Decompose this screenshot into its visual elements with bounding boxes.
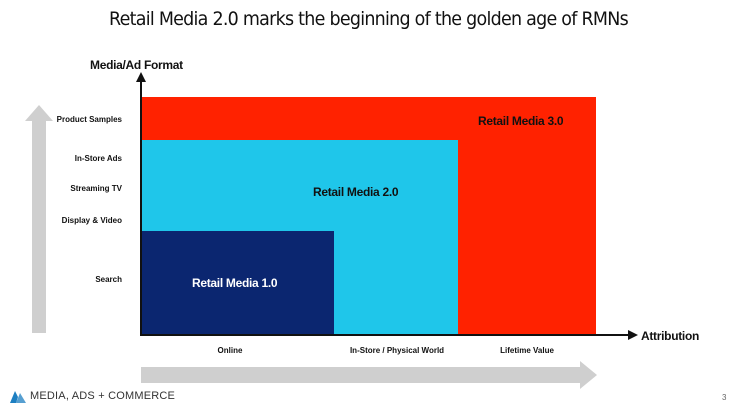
y-tick-product-samples: Product Samples <box>56 115 122 124</box>
tier-rect-retail-media-1 <box>141 231 334 334</box>
y-tick-search: Search <box>95 275 122 284</box>
y-axis-arrowhead <box>136 72 146 82</box>
brand-mark-icon <box>10 391 26 403</box>
x-tick-online: Online <box>217 346 243 355</box>
y-axis-label: Media/Ad Format <box>90 58 183 72</box>
brand-name: MEDIA, ADS + COMMERCE <box>30 390 176 402</box>
x-axis-arrowhead <box>628 330 638 340</box>
y-tick-display-video: Display & Video <box>61 216 122 225</box>
x-tick-lifetime-value: Lifetime Value <box>500 346 554 355</box>
page-number: 3 <box>722 393 727 402</box>
y-tick-streaming-tv: Streaming TV <box>70 184 122 193</box>
slide-title: Retail Media 2.0 marks the beginning of … <box>109 8 629 30</box>
x-tick-in-store-physical: In-Store / Physical World <box>349 346 445 355</box>
y-tick-in-store-ads: In-Store Ads <box>74 154 122 163</box>
y-axis-line <box>140 80 142 336</box>
tier-label-retail-media-1: Retail Media 1.0 <box>192 276 278 290</box>
x-axis-label: Attribution <box>641 329 700 343</box>
tier-label-retail-media-3: Retail Media 3.0 <box>478 114 564 128</box>
brand-logo: MEDIA, ADS + COMMERCE <box>10 389 175 403</box>
tier-label-retail-media-2: Retail Media 2.0 <box>313 185 399 199</box>
x-axis-line <box>140 334 630 336</box>
